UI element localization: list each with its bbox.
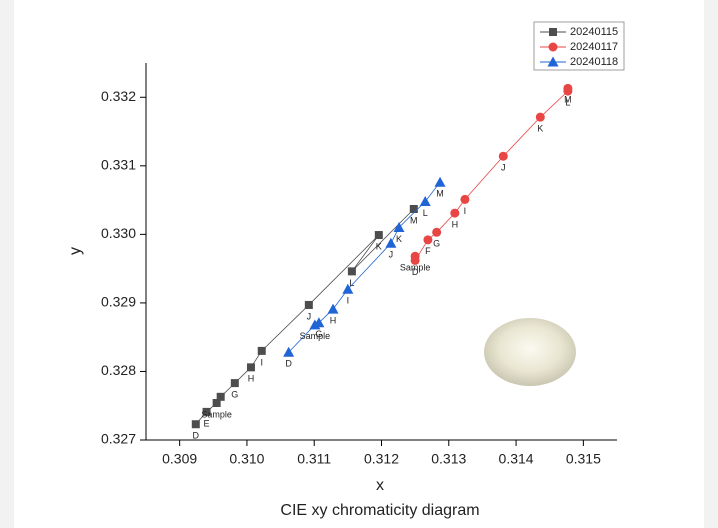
y-tick-label: 0.331 <box>101 157 136 173</box>
data-point <box>409 205 418 214</box>
legend-marker <box>548 42 558 52</box>
point-label: M <box>410 215 418 225</box>
legend-marker <box>547 56 559 67</box>
data-point <box>342 283 354 294</box>
legend-label: 20240118 <box>570 56 618 68</box>
data-point <box>283 346 295 357</box>
point-label: L <box>349 278 354 288</box>
data-point <box>202 407 211 416</box>
data-point <box>304 300 313 309</box>
point-label: J <box>389 250 394 260</box>
data-point <box>327 303 339 314</box>
x-tick-label: 0.314 <box>499 451 534 467</box>
legend-label: 20240117 <box>570 41 618 53</box>
point-label: D <box>193 431 200 441</box>
point-label: J <box>501 163 506 173</box>
data-point <box>410 255 420 265</box>
data-point <box>450 208 460 218</box>
x-tick-label: 0.311 <box>297 451 331 467</box>
x-tick-label: 0.310 <box>229 451 264 467</box>
legend-label: 20240115 <box>570 26 618 38</box>
data-point <box>246 363 255 372</box>
data-point <box>313 317 325 328</box>
x-tick-label: 0.313 <box>431 451 466 467</box>
legend-marker <box>549 28 557 36</box>
data-point <box>535 112 545 122</box>
data-point <box>216 392 225 401</box>
series-line <box>414 88 569 262</box>
point-label: K <box>537 124 543 134</box>
data-point <box>423 235 433 245</box>
data-point <box>434 176 446 187</box>
chart-title: CIE xy chromaticity diagram <box>280 502 479 519</box>
point-label: K <box>396 234 402 244</box>
point-label: H <box>330 315 337 325</box>
y-tick-label: 0.332 <box>101 88 136 104</box>
point-label: J <box>307 311 312 321</box>
point-label: G <box>231 389 238 399</box>
gem-image <box>484 318 576 386</box>
point-label: M <box>564 95 572 105</box>
point-label: E <box>204 418 210 428</box>
point-label: H <box>248 374 255 384</box>
data-point <box>498 151 508 161</box>
point-label: D <box>285 359 292 369</box>
data-point <box>257 346 266 355</box>
data-point <box>393 222 405 233</box>
point-label: I <box>464 206 467 216</box>
point-label: G <box>315 329 322 339</box>
point-label: K <box>376 241 382 251</box>
x-axis-label: x <box>376 477 384 494</box>
data-point <box>212 398 221 407</box>
data-point <box>191 420 200 429</box>
data-point <box>432 227 442 237</box>
x-tick-label: 0.309 <box>162 451 197 467</box>
y-tick-label: 0.330 <box>101 225 136 241</box>
point-label: Sample <box>300 331 331 341</box>
data-point <box>563 83 573 93</box>
data-point <box>347 267 356 276</box>
point-label: L <box>565 97 570 107</box>
point-label: H <box>452 219 459 229</box>
data-point <box>460 194 470 204</box>
point-label: G <box>433 239 440 249</box>
data-point <box>374 231 383 240</box>
point-label: D <box>412 267 419 277</box>
point-label: L <box>423 208 428 218</box>
point-label: M <box>436 189 444 199</box>
data-point <box>230 379 239 388</box>
point-label: Sample <box>400 263 431 273</box>
point-label: F <box>425 246 431 256</box>
y-tick-label: 0.329 <box>101 294 136 310</box>
y-axis-label: y <box>67 247 84 255</box>
data-point <box>419 195 431 206</box>
y-tick-label: 0.327 <box>101 431 136 447</box>
y-tick-label: 0.328 <box>101 362 136 378</box>
x-tick-label: 0.315 <box>566 451 601 467</box>
x-tick-label: 0.312 <box>364 451 399 467</box>
point-label: I <box>260 357 263 367</box>
data-point <box>385 237 397 248</box>
point-label: I <box>347 296 350 306</box>
point-label: Sample <box>201 409 232 419</box>
